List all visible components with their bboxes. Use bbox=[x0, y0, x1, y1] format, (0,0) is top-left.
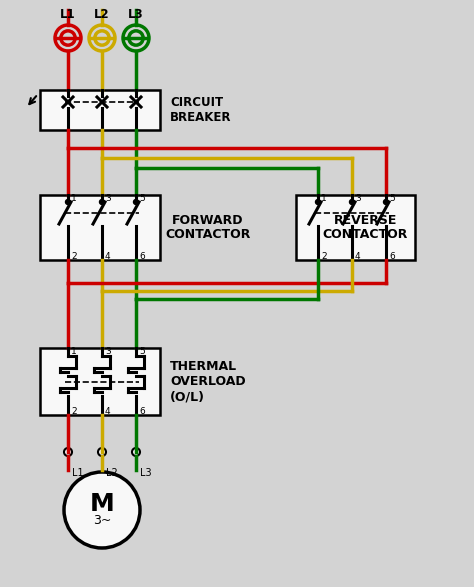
Bar bbox=[40, 195, 160, 260]
Bar bbox=[40, 348, 160, 415]
Text: 6: 6 bbox=[389, 252, 395, 261]
Text: 3: 3 bbox=[105, 194, 111, 203]
Bar bbox=[296, 195, 415, 260]
Text: 6: 6 bbox=[139, 407, 145, 416]
Text: 4: 4 bbox=[105, 407, 110, 416]
Text: 3: 3 bbox=[355, 194, 361, 203]
Circle shape bbox=[65, 200, 71, 204]
Text: 2: 2 bbox=[71, 252, 77, 261]
Text: L3: L3 bbox=[128, 8, 144, 21]
Text: 6: 6 bbox=[139, 252, 145, 261]
Text: L2: L2 bbox=[106, 468, 118, 478]
Text: L1: L1 bbox=[72, 468, 83, 478]
Circle shape bbox=[132, 448, 140, 456]
Text: L1: L1 bbox=[60, 8, 76, 21]
Text: L3: L3 bbox=[140, 468, 152, 478]
Text: 2: 2 bbox=[321, 252, 327, 261]
Circle shape bbox=[316, 200, 320, 204]
Text: CIRCUIT
BREAKER: CIRCUIT BREAKER bbox=[170, 96, 231, 124]
Circle shape bbox=[98, 448, 106, 456]
Text: M: M bbox=[90, 492, 114, 516]
Text: 5: 5 bbox=[139, 347, 145, 356]
Text: 4: 4 bbox=[355, 252, 361, 261]
Text: REVERSE
CONTACTOR: REVERSE CONTACTOR bbox=[323, 214, 408, 241]
Text: 1: 1 bbox=[71, 194, 77, 203]
Text: 1: 1 bbox=[71, 347, 77, 356]
Text: FORWARD
CONTACTOR: FORWARD CONTACTOR bbox=[165, 214, 251, 241]
Text: 3~: 3~ bbox=[93, 514, 111, 527]
Text: 4: 4 bbox=[105, 252, 110, 261]
Text: 2: 2 bbox=[71, 407, 77, 416]
Circle shape bbox=[64, 448, 72, 456]
Text: THERMAL
OVERLOAD
(O/L): THERMAL OVERLOAD (O/L) bbox=[170, 360, 246, 403]
Circle shape bbox=[349, 200, 355, 204]
Circle shape bbox=[134, 200, 138, 204]
Bar bbox=[40, 90, 160, 130]
Text: 1: 1 bbox=[321, 194, 327, 203]
Circle shape bbox=[64, 472, 140, 548]
Text: 5: 5 bbox=[139, 194, 145, 203]
Text: 5: 5 bbox=[389, 194, 395, 203]
Text: L2: L2 bbox=[94, 8, 110, 21]
Text: 3: 3 bbox=[105, 347, 111, 356]
Circle shape bbox=[383, 200, 389, 204]
Circle shape bbox=[100, 200, 104, 204]
